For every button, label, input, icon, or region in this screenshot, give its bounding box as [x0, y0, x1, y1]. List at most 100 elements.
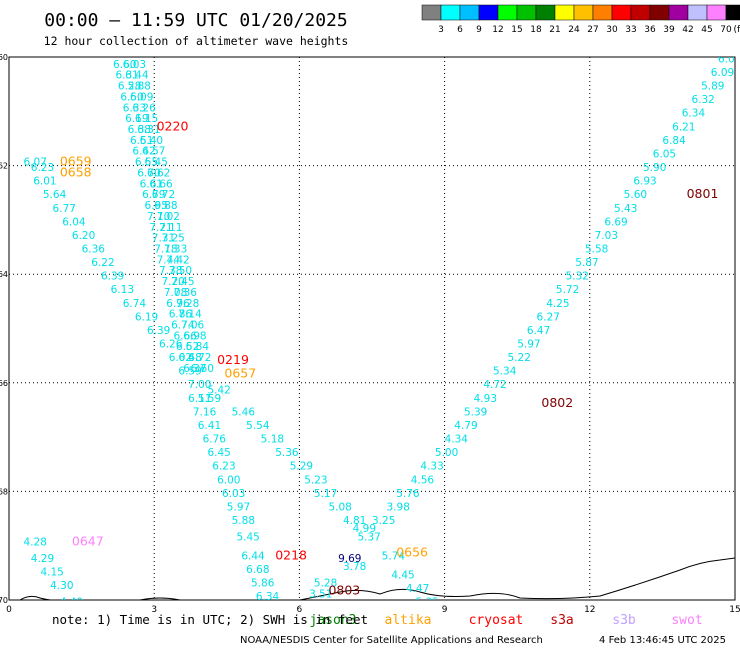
colorbar-tick-label: 18	[530, 25, 542, 35]
wave-height-label: 6.59	[178, 366, 201, 378]
chart-subtitle: 12 hour collection of altimeter wave hei…	[44, 34, 349, 48]
wave-height-label: 6.52	[176, 341, 199, 353]
pass-time-label: 0647	[72, 534, 104, 549]
wave-height-label: 6.62	[147, 167, 170, 179]
wave-height-label: 5.39	[464, 406, 487, 418]
wave-height-label: 6.40	[140, 135, 163, 147]
wave-height-label: 6.36	[82, 243, 106, 255]
wave-height-label: 5.17	[314, 488, 337, 500]
wave-height-label: 6.23	[212, 461, 235, 473]
wave-height-label: 6.50	[120, 91, 143, 103]
wave-height-label: 5.87	[575, 257, 598, 269]
wave-height-label: 4.99	[353, 523, 376, 535]
wave-height-label: 6.15	[135, 113, 158, 125]
wave-height-label: 4.15	[40, 567, 63, 579]
wave-height-label: 7.00	[188, 379, 211, 391]
wave-height-label: 4.28	[24, 537, 47, 549]
wave-height-label: 5.76	[396, 488, 420, 500]
wave-height-label: 6.42	[132, 146, 155, 158]
wave-height-label: 7.10	[147, 211, 170, 223]
wave-height-label: 50.16	[430, 615, 460, 627]
colorbar-swatch	[649, 4, 670, 21]
wave-height-label: 6.72	[188, 352, 211, 364]
wave-height-label: 5.08	[328, 501, 351, 513]
wave-height-label: 7.42	[166, 254, 189, 266]
colorbar-tick-label: 24	[568, 25, 580, 35]
wave-height-label: 6.77	[53, 203, 76, 215]
wave-height-label: 4.47	[406, 583, 429, 595]
colorbar-tick-label: 15	[511, 25, 522, 35]
wave-height-label: 5.28	[314, 577, 337, 589]
wave-height-label: 6.84	[662, 135, 686, 147]
plot-area: 0 3 6 9 12 156062646668706.226.036.445.886.09…	[0, 48, 740, 627]
wave-height-label: 5.37	[357, 531, 380, 543]
wave-height-label: 5.88	[232, 515, 255, 527]
y-tick-label: 66	[0, 379, 8, 388]
colorbar-swatch	[497, 4, 518, 21]
wave-height-label: 5.36	[275, 447, 299, 459]
wave-height-label: 5.54	[246, 420, 270, 432]
wave-height-label: 6.34	[256, 591, 280, 603]
wave-height-label: 6.02	[718, 53, 740, 65]
wave-height-label: 4.30	[50, 580, 73, 592]
wave-height-label: 6.26	[132, 102, 156, 114]
colorbar-swatch	[478, 4, 499, 21]
wave-height-label: 6.84	[186, 341, 210, 353]
wave-height-label: 7.02	[157, 211, 180, 223]
wave-height-label: 6.98	[183, 330, 206, 342]
pass-time-label: 0656	[396, 545, 428, 560]
wave-height-label: 5.74	[382, 550, 406, 562]
wave-height-label: 7.31	[152, 233, 175, 245]
wave-height-label: 7.16	[193, 406, 217, 418]
wave-height-label: 6.22	[120, 48, 143, 60]
wave-height-label: 6.72	[152, 189, 175, 201]
wave-height-label: 4.49	[60, 596, 83, 608]
colorbar-tick-label: 70	[720, 25, 732, 35]
wave-height-label: 6.69	[604, 216, 627, 228]
wave-height-label: 6.96	[166, 298, 190, 310]
wave-height-label: 6.76	[203, 434, 227, 446]
wave-height-label: 6.39	[101, 271, 124, 283]
wave-height-label: 4.56	[411, 474, 435, 486]
wave-height-label: 6.37	[183, 363, 206, 375]
wave-height-label: 7.33	[164, 243, 187, 255]
wave-height-label: 7.28	[176, 298, 199, 310]
wave-height-label: 5.35	[416, 596, 439, 608]
wave-height-label: 6.07	[24, 157, 47, 169]
wave-height-label: 5.00	[435, 447, 458, 459]
colorbar-tick-label: 21	[549, 25, 560, 35]
wave-height-label: 6.60	[191, 363, 214, 375]
wave-height-label: 6.20	[72, 230, 95, 242]
wave-height-label: 6.04	[62, 216, 86, 228]
wave-height-label: 5.89	[701, 81, 724, 93]
wave-height-label: 5.90	[643, 162, 666, 174]
wave-height-label: 6.57	[142, 146, 165, 158]
wave-height-label: 6.60	[113, 59, 136, 71]
wave-height-label: 6.45	[111, 48, 134, 60]
pass-time-label: 0803	[328, 583, 360, 598]
wave-height-label: 7.36	[174, 287, 198, 299]
legend-item-s3b: s3b	[612, 613, 636, 628]
wave-height-label: 3.51	[309, 588, 332, 600]
y-tick-label: 68	[0, 487, 8, 496]
wave-height-label: 3.98	[387, 501, 410, 513]
wave-height-label: 7.11	[159, 222, 182, 234]
y-tick-label: 70	[0, 596, 8, 605]
legend-item-jason3: jason3	[310, 613, 357, 628]
wave-height-label: 6.51	[130, 135, 153, 147]
wave-height-label: 6.55	[135, 157, 158, 169]
wave-height-label: 6.23	[31, 162, 54, 174]
wave-height-label: 6.03	[222, 488, 245, 500]
colorbar-tick-label: 12	[492, 25, 503, 35]
legend-item-s3a: s3a	[550, 613, 573, 628]
wave-height-label: 6.48	[178, 352, 201, 364]
wave-height-label: 6.44	[241, 550, 265, 562]
wave-height-label: 6.79	[142, 189, 165, 201]
pass-time-label: 0219	[217, 352, 249, 367]
footer-credit: NOAA/NESDIS Center for Satellite Applica…	[240, 635, 543, 646]
colorbar-swatch	[668, 4, 689, 21]
wave-height-label: 5.46	[232, 406, 256, 418]
wave-height-label: 4.29	[31, 553, 54, 565]
wave-height-label: 7.38	[159, 265, 182, 277]
wave-height-label: 6.31	[137, 124, 160, 136]
